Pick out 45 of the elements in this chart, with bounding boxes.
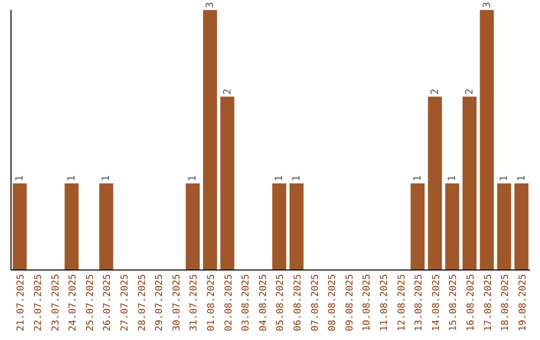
x-tick-label: 06.08.2025 (292, 274, 304, 332)
x-tick-label: 31.07.2025 (188, 274, 200, 332)
x-tick-label: 27.07.2025 (119, 274, 130, 332)
data-label: 1 (412, 175, 424, 182)
x-tick-label: 30.07.2025 (171, 274, 182, 332)
data-label: 1 (14, 175, 26, 182)
x-tick-label: 10.08.2025 (362, 274, 373, 332)
x-tick-label: 23.07.2025 (50, 274, 62, 332)
x-tick-label: 13.08.2025 (414, 274, 425, 332)
x-tick-label: 02.08.2025 (223, 274, 234, 332)
x-tick-label: 26.07.2025 (102, 274, 114, 332)
x-tick-label: 12.08.2025 (396, 274, 408, 332)
x-tick-label: 25.07.2025 (84, 274, 96, 332)
data-label: 3 (482, 2, 493, 8)
x-tick-label: 18.08.2025 (500, 274, 512, 332)
data-label: 1 (447, 175, 458, 182)
x-tick-label: 14.08.2025 (430, 274, 442, 332)
data-label: 2 (464, 88, 476, 95)
x-tick-label: 28.07.2025 (136, 274, 148, 332)
x-tick-label: 04.08.2025 (258, 274, 269, 332)
x-tick-label: 07.08.2025 (310, 274, 321, 332)
data-label: 1 (101, 175, 112, 182)
x-tick-label: 11.08.2025 (378, 274, 390, 332)
data-label: 1 (292, 175, 303, 182)
x-tick-label: 21.07.2025 (16, 274, 27, 332)
data-label: 2 (222, 88, 234, 95)
x-tick-label: 17.08.2025 (482, 274, 494, 332)
x-tick-label: 03.08.2025 (240, 274, 252, 332)
data-label: 1 (66, 175, 78, 182)
x-tick-label: 05.08.2025 (275, 274, 286, 332)
x-tick-label: 29.07.2025 (154, 274, 166, 332)
x-tick-label: 09.08.2025 (344, 274, 356, 332)
x-tick-label: 08.08.2025 (327, 274, 338, 332)
x-tick-label: 19.08.2025 (517, 274, 528, 332)
x-tick-label: 01.08.2025 (206, 274, 217, 332)
data-label: 1 (188, 175, 199, 182)
data-label: 1 (516, 175, 528, 182)
data-label: 1 (274, 175, 286, 182)
x-tick-label: 24.07.2025 (68, 274, 79, 332)
data-label: 1 (499, 175, 510, 182)
x-tick-label: 15.08.2025 (448, 274, 460, 332)
x-tick-label: 16.08.2025 (465, 274, 476, 332)
data-label: 3 (205, 2, 216, 8)
x-tick-label: 22.07.2025 (32, 274, 44, 332)
data-label: 2 (430, 88, 441, 95)
